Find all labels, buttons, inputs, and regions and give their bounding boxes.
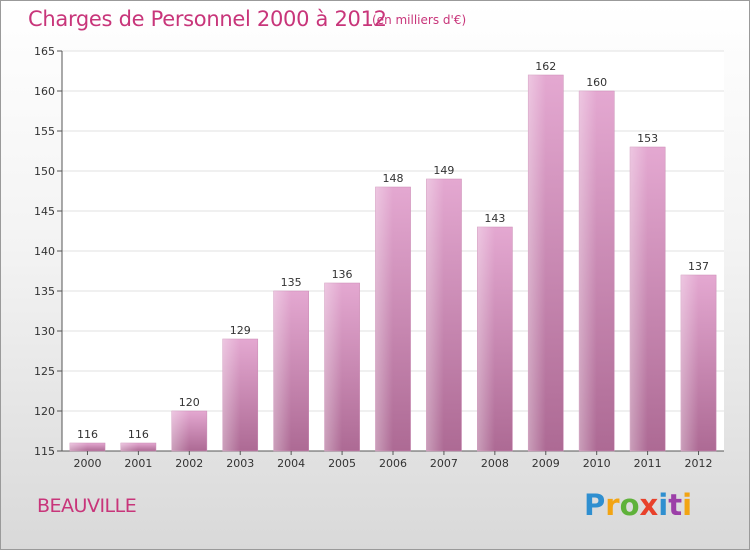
x-tick-label: 2007 (430, 457, 458, 470)
y-tick-label: 145 (34, 205, 55, 218)
y-tick-label: 120 (34, 405, 55, 418)
x-tick-label: 2002 (175, 457, 203, 470)
x-tick-label: 2006 (379, 457, 407, 470)
bar-highlight (426, 179, 444, 451)
bar-value-label: 137 (688, 260, 709, 273)
x-tick-label: 2010 (583, 457, 611, 470)
x-tick-label: 2009 (532, 457, 560, 470)
y-tick-label: 115 (34, 445, 55, 458)
y-tick-label: 155 (34, 125, 55, 138)
x-tick-label: 2000 (73, 457, 101, 470)
chart-title: Charges de Personnel 2000 à 2012 (28, 7, 387, 31)
y-tick-label: 150 (34, 165, 55, 178)
y-tick-label: 140 (34, 245, 55, 258)
chart-subtitle: (en milliers d'€) (372, 13, 467, 27)
bar-highlight (171, 411, 190, 451)
bar-value-label: 129 (230, 324, 251, 337)
bar-value-label: 136 (332, 268, 353, 281)
bar-highlight (477, 227, 495, 451)
bar-value-label: 160 (586, 76, 607, 89)
x-tick-label: 2005 (328, 457, 356, 470)
bar-value-label: 148 (383, 172, 404, 185)
bar-value-label: 153 (637, 132, 658, 145)
proxiti-logo: Proxiti (584, 488, 692, 522)
bar-value-label: 143 (484, 212, 505, 225)
bar-highlight (579, 91, 597, 451)
logo-letter: i (682, 488, 693, 522)
y-tick-label: 165 (34, 45, 55, 58)
y-tick-label: 135 (34, 285, 55, 298)
logo-letter: P (584, 488, 606, 522)
x-tick-label: 2008 (481, 457, 509, 470)
x-tick-label: 2004 (277, 457, 305, 470)
bar-highlight (324, 283, 343, 451)
bar-value-label: 162 (535, 60, 556, 73)
bar-highlight (222, 339, 241, 451)
x-tick-label: 2001 (124, 457, 152, 470)
bar-value-label: 135 (281, 276, 302, 289)
logo-letter: t (668, 488, 683, 522)
bar-highlight (680, 275, 699, 451)
x-tick-label: 2011 (634, 457, 662, 470)
logo-letter: i (658, 488, 669, 522)
bar-value-label: 116 (77, 428, 98, 441)
bar-highlight (273, 291, 292, 451)
bar-value-label: 120 (179, 396, 200, 409)
bar-value-label: 116 (128, 428, 149, 441)
bar-highlight (120, 443, 139, 451)
city-name: BEAUVILLE (37, 495, 137, 517)
x-tick-label: 2003 (226, 457, 254, 470)
y-tick-label: 130 (34, 325, 55, 338)
bar-highlight (630, 147, 648, 451)
logo-letter: x (639, 488, 659, 522)
bar-highlight (375, 187, 393, 451)
logo-letter: r (605, 488, 620, 522)
bar-highlight (528, 75, 546, 451)
y-tick-label: 125 (34, 365, 55, 378)
bar-value-label: 149 (433, 164, 454, 177)
logo-letter: o (619, 488, 640, 522)
x-tick-label: 2012 (685, 457, 713, 470)
bar-highlight (69, 443, 88, 451)
y-tick-label: 160 (34, 85, 55, 98)
